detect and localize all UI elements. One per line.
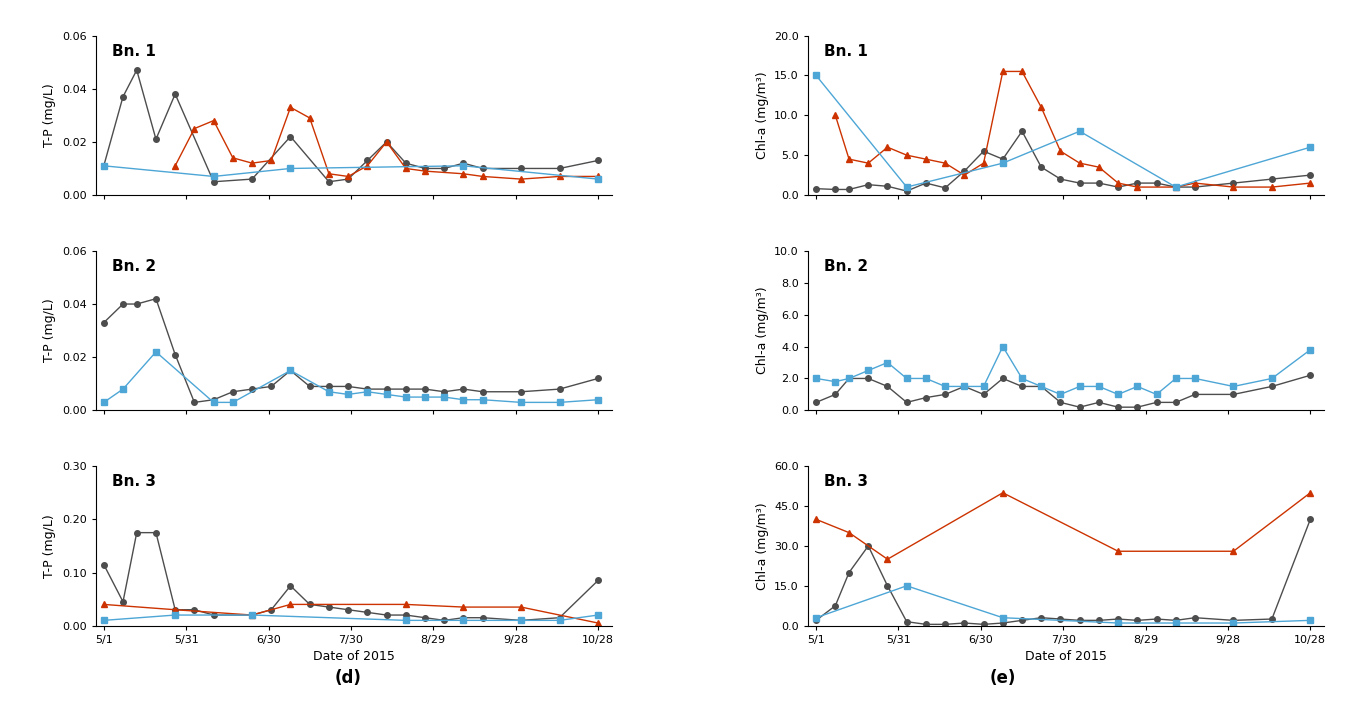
Text: (d): (d) [334, 668, 362, 687]
Y-axis label: Chl-a (mg/m³): Chl-a (mg/m³) [756, 72, 768, 159]
Y-axis label: Chl-a (mg/m³): Chl-a (mg/m³) [756, 287, 768, 375]
Y-axis label: T-P (mg/L): T-P (mg/L) [44, 299, 56, 363]
Text: Bn. 2: Bn. 2 [112, 259, 156, 274]
Y-axis label: Chl-a (mg/m³): Chl-a (mg/m³) [756, 502, 768, 589]
Text: (e): (e) [990, 668, 1017, 687]
Text: Bn. 3: Bn. 3 [112, 474, 156, 489]
Y-axis label: T-P (mg/L): T-P (mg/L) [44, 514, 56, 578]
Text: Bn. 1: Bn. 1 [112, 43, 156, 58]
Y-axis label: T-P (mg/L): T-P (mg/L) [44, 83, 56, 147]
Text: Bn. 2: Bn. 2 [824, 259, 868, 274]
Text: Bn. 3: Bn. 3 [824, 474, 868, 489]
X-axis label: Date of 2015: Date of 2015 [313, 651, 394, 663]
X-axis label: Date of 2015: Date of 2015 [1025, 651, 1107, 663]
Text: Bn. 1: Bn. 1 [824, 43, 868, 58]
